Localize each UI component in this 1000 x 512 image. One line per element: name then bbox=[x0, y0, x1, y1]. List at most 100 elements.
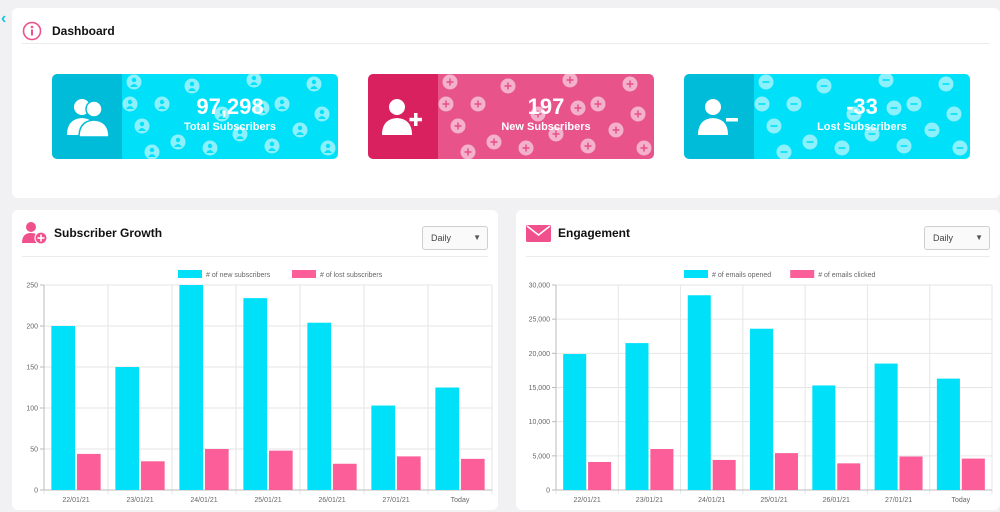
bar-primary[interactable] bbox=[115, 367, 140, 490]
minus-pattern-dot-icon bbox=[816, 78, 832, 94]
x-tick-label: 22/01/21 bbox=[574, 497, 601, 504]
x-tick-label: 25/01/21 bbox=[254, 497, 281, 504]
plus-pattern-dot-icon bbox=[630, 106, 646, 122]
bar-primary[interactable] bbox=[936, 378, 960, 490]
bar-primary[interactable] bbox=[874, 363, 898, 490]
y-tick-label: 50 bbox=[30, 447, 38, 454]
user-pattern-dot-icon bbox=[314, 106, 330, 122]
bar-secondary[interactable] bbox=[588, 461, 612, 490]
bar-secondary[interactable] bbox=[712, 459, 736, 490]
bar-secondary[interactable] bbox=[396, 456, 421, 490]
minus-pattern-dot-icon bbox=[846, 106, 862, 122]
growth-period-value: Daily bbox=[431, 233, 452, 243]
x-tick-label: 27/01/21 bbox=[382, 497, 409, 504]
bar-secondary[interactable] bbox=[650, 449, 674, 490]
user-pattern-dot-icon bbox=[134, 118, 150, 134]
legend-item[interactable]: # of new subscribers bbox=[178, 270, 271, 279]
y-tick-label: 200 bbox=[26, 324, 38, 331]
y-tick-label: 5,000 bbox=[532, 453, 550, 460]
dashboard-title: Dashboard bbox=[52, 24, 115, 38]
dashboard-header: Dashboard bbox=[22, 18, 115, 44]
bar-secondary[interactable] bbox=[204, 449, 229, 490]
bar-secondary[interactable] bbox=[268, 450, 293, 490]
y-tick-label: 30,000 bbox=[529, 283, 551, 290]
growth-period-select[interactable]: Daily ▼ bbox=[422, 226, 488, 250]
user-pattern-dot-icon bbox=[292, 122, 308, 138]
plus-pattern-dot-icon bbox=[608, 122, 624, 138]
growth-header: Subscriber Growth bbox=[22, 220, 162, 246]
user-pattern-dot-icon bbox=[126, 74, 142, 90]
engagement-period-value: Daily bbox=[933, 233, 954, 243]
bar-secondary[interactable] bbox=[774, 453, 798, 490]
bar-secondary[interactable] bbox=[837, 463, 861, 490]
users-icon bbox=[67, 98, 109, 137]
x-tick-label: 23/01/21 bbox=[636, 497, 663, 504]
chart-legend: # of emails opened # of emails clicked bbox=[684, 270, 875, 279]
bar-secondary[interactable] bbox=[76, 453, 101, 490]
collapse-chevron-icon[interactable]: ‹ bbox=[1, 10, 7, 27]
legend-item[interactable]: # of emails clicked bbox=[790, 270, 875, 279]
x-tick-label: Today bbox=[952, 497, 971, 504]
bar-secondary[interactable] bbox=[140, 461, 165, 490]
minus-pattern-icon bbox=[754, 74, 968, 159]
bar-primary[interactable] bbox=[371, 405, 396, 490]
bar-primary[interactable] bbox=[435, 387, 460, 491]
bar-primary[interactable] bbox=[687, 295, 711, 490]
user-pattern-dot-icon bbox=[232, 126, 248, 142]
bar-secondary[interactable] bbox=[332, 463, 357, 490]
user-add-icon bbox=[22, 222, 48, 245]
card-body: -33 Lost Subscribers bbox=[754, 74, 970, 159]
header-divider bbox=[22, 43, 990, 44]
y-tick-label: 0 bbox=[34, 488, 38, 495]
minus-pattern-dot-icon bbox=[946, 106, 962, 122]
bar-secondary[interactable] bbox=[460, 458, 485, 490]
user-pattern-dot-icon bbox=[320, 140, 336, 156]
minus-pattern-dot-icon bbox=[766, 118, 782, 134]
lost-subscribers-card: -33 Lost Subscribers bbox=[684, 74, 970, 159]
plus-pattern-dot-icon bbox=[570, 100, 586, 116]
engagement-header: Engagement bbox=[526, 220, 630, 246]
subscriber-growth-panel: Subscriber Growth Daily ▼ # of new subsc… bbox=[12, 210, 498, 510]
user-pattern-dot-icon bbox=[202, 140, 218, 156]
dashboard-panel: Dashboard 97,298 Total Subscribers bbox=[12, 8, 1000, 198]
legend-item[interactable]: # of lost subscribers bbox=[292, 270, 383, 279]
user-pattern-dot-icon bbox=[154, 96, 170, 112]
legend-item[interactable]: # of emails opened bbox=[684, 270, 771, 279]
growth-divider bbox=[22, 256, 488, 257]
bar-primary[interactable] bbox=[179, 285, 204, 490]
bar-primary[interactable] bbox=[307, 322, 332, 490]
total-subscribers-label: Total Subscribers bbox=[183, 121, 277, 133]
engagement-period-select[interactable]: Daily ▼ bbox=[924, 226, 990, 250]
minus-pattern-dot-icon bbox=[758, 74, 774, 90]
bar-secondary[interactable] bbox=[961, 458, 985, 490]
y-tick-label: 20,000 bbox=[529, 351, 551, 358]
total-subscribers-value: 97,298 bbox=[196, 94, 264, 119]
plus-pattern-dot-icon bbox=[500, 78, 516, 94]
user-pattern-dot-icon bbox=[254, 100, 270, 116]
bar-primary[interactable] bbox=[51, 326, 76, 490]
plus-pattern-dot-icon bbox=[518, 140, 534, 156]
y-tick-label: 0 bbox=[546, 488, 550, 495]
lost-subscribers-label: Lost Subscribers bbox=[817, 121, 907, 133]
plus-pattern-dot-icon bbox=[486, 134, 502, 150]
user-pattern-dot-icon bbox=[144, 144, 160, 159]
bar-primary[interactable] bbox=[812, 385, 836, 490]
card-icon-box bbox=[368, 74, 438, 159]
legend-label: # of lost subscribers bbox=[320, 272, 383, 279]
bar-primary[interactable] bbox=[625, 343, 649, 490]
bar-secondary[interactable] bbox=[899, 456, 923, 490]
minus-pattern-dot-icon bbox=[878, 74, 894, 88]
plus-pattern-dot-icon bbox=[470, 96, 486, 112]
bar-primary[interactable] bbox=[563, 354, 587, 490]
card-icon-box bbox=[684, 74, 754, 159]
plus-pattern-dot-icon bbox=[622, 76, 638, 92]
new-subscribers-value: 197 bbox=[527, 94, 565, 119]
plus-pattern-dot-icon bbox=[636, 140, 652, 156]
lost-subscribers-value: -33 bbox=[846, 94, 878, 119]
engagement-chart: # of emails opened # of emails clicked 0 5,… bbox=[529, 270, 993, 504]
bar-primary[interactable] bbox=[243, 298, 268, 490]
plus-pattern-dot-icon bbox=[530, 106, 546, 122]
legend-swatch bbox=[684, 270, 708, 278]
user-pattern-dot-icon bbox=[214, 106, 230, 122]
bar-primary[interactable] bbox=[750, 328, 774, 490]
